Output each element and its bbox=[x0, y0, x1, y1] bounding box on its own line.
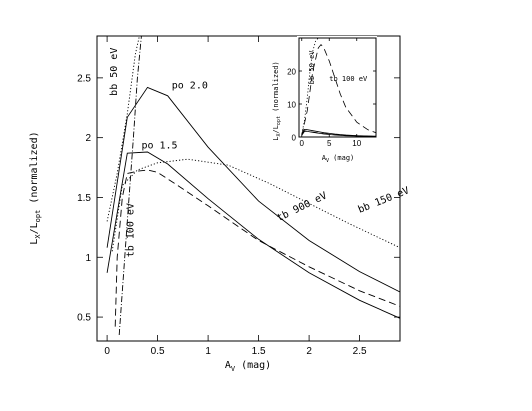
inset-series-tb-4 bbox=[301, 130, 376, 137]
main-x-tick-label: 1.5 bbox=[252, 346, 266, 357]
main-y-axis-label: LX/Lopt (normalized) bbox=[29, 131, 42, 244]
main-y-tick-label: 2.5 bbox=[77, 73, 91, 84]
main-x-tick-label: 1 bbox=[205, 346, 211, 357]
main-series-bb-150-ev-3 bbox=[111, 158, 400, 252]
main-y-tick-label: 1 bbox=[85, 253, 91, 264]
main-x-tick-label: 2 bbox=[306, 346, 312, 357]
main-series-tb-900-ev-2 bbox=[114, 169, 400, 327]
inset-series-tb-100-ev-1 bbox=[301, 43, 376, 136]
inset-y-tick-label: 20 bbox=[287, 68, 296, 77]
inset-x-tick-label: 0 bbox=[300, 139, 305, 148]
inset-annotation-tb-100-ev: tb 100 eV bbox=[329, 75, 368, 83]
main-x-tick-label: 0.5 bbox=[151, 346, 165, 357]
main-x-axis-label: AV (mag) bbox=[225, 360, 271, 373]
main-series-bb-50-ev-4 bbox=[106, 36, 140, 222]
main-y-tick-label: 0.5 bbox=[77, 313, 91, 324]
main-series-tb-100-ev-5 bbox=[118, 36, 142, 336]
main-y-tick-label: 2 bbox=[85, 133, 91, 144]
inset-ticks-group: 0 5 10 0 10 20 bbox=[287, 38, 376, 148]
inset-x-tick-label: 5 bbox=[327, 139, 332, 148]
inset-y-tick-label: 10 bbox=[287, 101, 296, 110]
main-annotation-tb-900-ev: tb 900 eV bbox=[275, 190, 329, 224]
main-plot-frame bbox=[96, 35, 401, 342]
main-y-tick-label: 1.5 bbox=[77, 193, 91, 204]
main-series-group bbox=[106, 36, 400, 336]
main-ticks-group: 0 0.5 1 1.5 2 2.5 0.5 1 1.5 2 2.5 bbox=[77, 36, 400, 357]
main-x-tick-label: 0 bbox=[104, 346, 110, 357]
inset-x-axis-label: AV (mag) bbox=[322, 154, 355, 164]
main-annotation-po-2.0: po 2.0 bbox=[172, 81, 208, 92]
inset-y-tick-label: 0 bbox=[292, 134, 297, 143]
main-annotation-po-1.5: po 1.5 bbox=[141, 140, 177, 151]
inset-series-bb-50-ev-0 bbox=[301, 38, 319, 134]
main-annotation-tb-100-ev: tb 100 eV bbox=[125, 203, 136, 257]
main-x-tick-label: 2.5 bbox=[353, 346, 367, 357]
main-annotation-bb-50-ev: bb 50 eV bbox=[109, 48, 120, 96]
inset-y-axis-label: LX/Lopt (normalized) bbox=[272, 61, 282, 141]
inset-plot-frame bbox=[298, 37, 377, 138]
main-series-po-1.5-1 bbox=[106, 151, 400, 319]
inset-annotation-bb-50-ev: bb 50 eV bbox=[308, 50, 316, 85]
inset-annotations: bb 50 eV tb 100 eV bbox=[308, 50, 368, 85]
inset-x-tick-label: 10 bbox=[352, 139, 361, 148]
main-annotation-bb-150-ev: bb 150 eV bbox=[357, 185, 411, 215]
inset-chart: 0 5 10 0 10 20 bb 50 eV tb 100 eV AV (mag) LX/… bbox=[272, 36, 377, 164]
main-series-po-2.0-0 bbox=[106, 86, 400, 293]
